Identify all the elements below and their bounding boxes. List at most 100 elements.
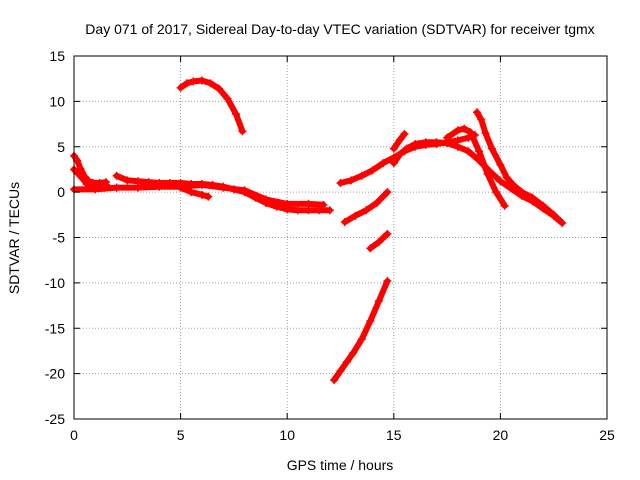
data-point — [197, 190, 206, 199]
data-point — [73, 156, 82, 165]
data-point — [283, 205, 292, 214]
y-tick-label: -5 — [53, 230, 66, 246]
data-point — [208, 180, 217, 189]
data-point — [383, 229, 392, 238]
series-track-14 — [472, 108, 567, 227]
data-point — [155, 179, 164, 188]
data-point — [261, 199, 270, 208]
data-point — [340, 218, 349, 227]
data-point — [223, 94, 232, 103]
data-point — [78, 174, 87, 183]
data-point — [351, 211, 360, 220]
grid-layer — [74, 56, 607, 419]
data-point — [349, 348, 358, 357]
x-tick-label: 5 — [177, 427, 185, 443]
data-point — [347, 176, 356, 185]
data-point — [357, 171, 366, 180]
data-point — [133, 177, 142, 186]
x-tick-label: 25 — [599, 427, 615, 443]
data-point — [411, 140, 420, 149]
data-point — [214, 84, 223, 93]
data-point — [206, 79, 215, 88]
series-track-5 — [176, 183, 213, 201]
x-tick-label: 0 — [70, 427, 78, 443]
data-point — [464, 147, 473, 156]
data-point — [483, 169, 492, 178]
data-point — [374, 238, 383, 247]
data-point — [368, 166, 377, 175]
data-point — [304, 206, 313, 215]
data-point — [396, 135, 405, 144]
data-point — [315, 206, 324, 215]
series-track — [331, 278, 391, 383]
y-tick-label: 0 — [57, 184, 65, 200]
data-point — [477, 115, 486, 124]
data-point — [472, 108, 481, 117]
x-axis-label: GPS time / hours — [287, 457, 394, 473]
data-point — [389, 144, 398, 153]
data-point — [496, 160, 505, 169]
x-tick-label: 20 — [493, 427, 509, 443]
data-point — [443, 133, 452, 142]
data-point — [366, 316, 375, 325]
data-point — [539, 201, 548, 210]
data-point — [389, 159, 398, 168]
series-track — [177, 184, 212, 200]
data-point — [549, 210, 558, 219]
data-point — [187, 179, 196, 188]
data-point — [123, 176, 132, 185]
y-tick-label: -10 — [45, 275, 65, 291]
data-point — [204, 192, 213, 201]
series-track-6 — [176, 76, 247, 136]
data-point — [182, 79, 191, 88]
data-point — [460, 124, 469, 133]
data-point — [336, 366, 345, 375]
data-layer — [70, 76, 567, 384]
data-point — [366, 244, 375, 253]
y-tick-label: 10 — [49, 93, 65, 109]
data-point — [187, 188, 196, 197]
data-point — [492, 188, 501, 197]
data-point — [383, 188, 392, 197]
y-axis-label: SDTVAR / TECUs — [6, 182, 22, 294]
data-point — [517, 188, 526, 197]
series-track-4 — [112, 171, 334, 215]
y-tick-label: 5 — [57, 139, 65, 155]
data-point — [383, 277, 392, 286]
tick-layer: 0 5 10 15 20 25 -25 -20 -15 -10 -5 0 5 10 15 — [45, 48, 615, 443]
data-point — [475, 147, 484, 156]
y-tick-label: -25 — [45, 411, 65, 427]
data-point — [232, 110, 241, 119]
data-point — [144, 178, 153, 187]
data-point — [112, 183, 121, 192]
data-point — [176, 183, 185, 192]
data-point — [197, 179, 206, 188]
data-point — [336, 179, 345, 188]
data-point — [496, 177, 505, 186]
series-track-8 — [366, 229, 392, 253]
data-point — [432, 138, 441, 147]
data-point — [487, 144, 496, 153]
data-point — [374, 297, 383, 306]
series-track-7 — [330, 277, 392, 384]
data-point — [400, 130, 409, 139]
data-point — [165, 179, 174, 188]
x-tick-label: 15 — [386, 427, 402, 443]
y-tick-label: -20 — [45, 366, 65, 382]
data-point — [251, 193, 260, 202]
data-point — [240, 188, 249, 197]
data-point — [325, 206, 334, 215]
data-point — [91, 185, 100, 194]
data-point — [342, 357, 351, 366]
data-point — [197, 76, 206, 85]
data-point — [396, 150, 405, 159]
data-point — [453, 126, 462, 135]
series-track-13 — [443, 124, 509, 210]
data-point — [558, 218, 567, 227]
data-point — [453, 142, 462, 151]
data-point — [330, 375, 339, 384]
data-point — [229, 185, 238, 194]
y-tick-label: 15 — [49, 48, 65, 64]
